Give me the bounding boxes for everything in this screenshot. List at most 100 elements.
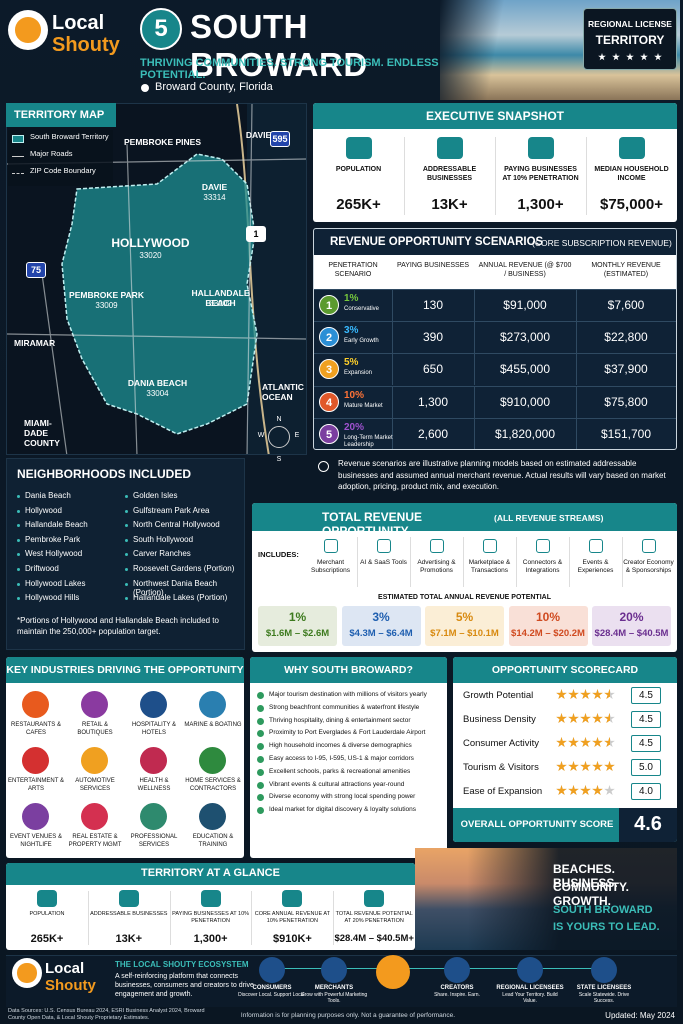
road-shield: 1 — [246, 226, 266, 242]
table-cell: $910,000 — [499, 394, 551, 409]
ocean — [247, 104, 306, 454]
range-percent: 20% — [619, 610, 644, 624]
bullet — [125, 509, 128, 513]
industry-icon — [199, 747, 226, 774]
col-line — [392, 385, 393, 418]
stat-label: CORE ANNUAL REVENUE AT 10% PENETRATION — [254, 911, 330, 924]
star — [568, 761, 579, 772]
scenario-percent: 20% — [344, 421, 365, 433]
criterion: Ease of Expansion — [463, 786, 543, 797]
check-icon — [257, 781, 264, 789]
scenario-name: Long-Term Market Leadership — [344, 434, 393, 448]
industry: AUTOMOTIVE SERVICES — [75, 778, 115, 792]
section-title: TOTAL REVENUE OPPORTUNITY — [322, 510, 423, 538]
table-cell: $273,000 — [499, 330, 551, 345]
revenue-scenarios: REVENUE OPPORTUNITY SCENARIOS (CORE SUBSC… — [313, 228, 677, 450]
bullet — [17, 524, 20, 528]
criterion: Business Density — [463, 714, 536, 725]
reason: Major tourism destination with millions … — [269, 691, 427, 698]
range-box: 10% $14.2M – $20.2M — [508, 606, 588, 646]
icon — [37, 890, 57, 907]
opportunity-scorecard: OPPORTUNITY SCORECARD Growth Potential 4.5… — [453, 657, 677, 842]
text: TERRITORY MAP — [14, 109, 105, 121]
place-label: DAVIE — [245, 130, 272, 140]
star — [580, 689, 591, 700]
coastline — [236, 104, 270, 454]
disclaimer: Information is for planning purposes onl… — [240, 1012, 456, 1019]
industry: MARINE & BOATING — [184, 722, 242, 728]
text: REVENUE OPPORTUNITY SCENARIOS — [330, 236, 544, 248]
divider — [357, 537, 358, 587]
stream: Events & Experiences — [577, 559, 614, 574]
col-line — [474, 289, 475, 321]
overall-bar: OVERALL OPPORTUNITY SCORE 4.6 — [453, 808, 677, 842]
reason: High household incomes & diverse demogra… — [269, 742, 412, 750]
why-south-broward: WHY SOUTH BROWARD? Major tourism destinat… — [250, 657, 447, 858]
badge-star — [640, 53, 648, 61]
col-line — [474, 353, 475, 386]
neighborhood: Roosevelt Gardens (Portion) — [133, 564, 235, 573]
title-bar — [250, 657, 447, 683]
legend-label: Major Roads — [30, 149, 73, 158]
star — [580, 713, 591, 724]
star — [592, 761, 603, 772]
row-line — [314, 353, 676, 355]
range-percent: 3% — [372, 610, 390, 624]
row-number: 5 — [319, 423, 339, 444]
score: 5.0 — [631, 759, 661, 776]
star — [604, 785, 615, 796]
check-icon — [257, 794, 264, 802]
legend-label: ZIP Code Boundary — [30, 166, 96, 175]
row-number: 2 — [319, 327, 339, 348]
range-value: $28.4M – $40.5M — [594, 628, 669, 639]
reason: Vibrant events & cultural attractions ye… — [269, 780, 405, 788]
legend-swatch — [12, 135, 24, 143]
criterion: Tourism & Visitors — [463, 762, 539, 773]
divider — [410, 537, 411, 587]
industry-icon — [81, 747, 108, 774]
table-cell: $37,900 — [604, 362, 648, 377]
row-number: 4 — [319, 391, 339, 412]
star — [580, 761, 591, 772]
range-value: $14.2M – $20.2M — [511, 628, 585, 639]
title-bar — [6, 657, 244, 683]
reason: Strong beachfront communities & waterfro… — [269, 703, 420, 711]
icon — [282, 890, 303, 907]
scenario-percent: 3% — [344, 325, 359, 337]
icon — [364, 890, 385, 907]
compass-letter: N — [276, 416, 282, 423]
stat-value: 1,300+ — [193, 933, 228, 945]
badge-star — [612, 53, 620, 61]
column-header: PENETRATION SCENARIO — [328, 262, 378, 278]
stream: Merchant Subscriptions — [310, 559, 351, 574]
photo-shade — [415, 848, 677, 950]
roads — [7, 104, 306, 454]
icon — [437, 137, 463, 159]
icon — [528, 137, 554, 159]
star — [556, 713, 567, 724]
column-header: ANNUAL REVENUE (@ $700 / BUSINESS) — [478, 262, 572, 278]
range-percent: 5% — [455, 610, 474, 624]
text: WHY SOUTH BROWARD? — [284, 664, 413, 676]
text: (CORE SUBSCRIPTION REVENUE) — [532, 238, 672, 248]
star-fill — [556, 713, 610, 725]
check-icon — [257, 743, 264, 751]
connector — [270, 968, 610, 969]
star — [592, 785, 603, 796]
bullet — [125, 553, 128, 557]
badge-star — [654, 53, 662, 61]
place-label: HOLLYWOOD — [111, 236, 190, 250]
bullet — [125, 524, 128, 528]
industry-icon — [199, 691, 226, 718]
stat-label: TOTAL REVENUE POTENTIAL AT 20% PENETRATI… — [335, 911, 413, 924]
star-rating — [556, 713, 616, 725]
compass-letter: S — [276, 456, 282, 463]
map-title-bar: TERRITORY MAP — [6, 103, 116, 127]
range-percent: 1% — [288, 610, 307, 624]
place-label: HALLANDALE BEACH — [191, 288, 250, 308]
score: 4.0 — [631, 783, 661, 800]
tagline: THRIVING COMMUNITIES. STRONG TOURISM. EN… — [140, 57, 439, 81]
info-icon — [318, 461, 329, 472]
neighborhood: Carver Ranches — [133, 549, 191, 559]
